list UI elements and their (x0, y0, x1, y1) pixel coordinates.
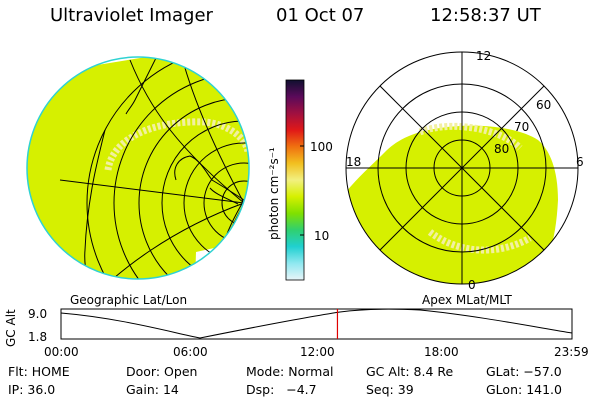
timeline-xtick: 06:00 (173, 345, 208, 359)
timeline-xtick: 23:59 (554, 345, 589, 359)
orbit-timeline (60, 308, 573, 340)
observation-date: 01 Oct 07 (276, 5, 365, 26)
colorbar-label-100: 100 (310, 140, 333, 154)
altitude-curve (60, 308, 573, 339)
timeline-ytick-bottom: 1.8 (28, 330, 48, 344)
auroral-oval-band (104, 118, 249, 171)
timeline-xtick: 12:00 (300, 345, 335, 359)
gain-status: Gain: 14 (126, 382, 179, 397)
mlt-label-18: 18 (346, 155, 361, 169)
apex-caption: Apex MLat/MLT (422, 293, 512, 307)
timeline-axis-title: GC Alt (4, 309, 18, 347)
auroral-oval-band (427, 229, 532, 254)
mode-status: Mode: Normal (246, 364, 334, 379)
mlt-label-0: 0 (468, 278, 476, 292)
colorbar-unit-label: photon cm⁻²s⁻¹ (267, 147, 281, 240)
glat-status: GLat: −57.0 (486, 364, 562, 379)
apex-polar-plot: 12 18 6 0 60 70 80 (345, 49, 584, 292)
dsp-status: Dsp: −4.7 (246, 382, 317, 397)
mlat-label-70: 70 (514, 120, 529, 134)
door-status: Door: Open (126, 364, 198, 379)
filter-status: Flt: HOME (8, 364, 70, 379)
mlat-label-80: 80 (494, 142, 509, 156)
seq-status: Seq: 39 (366, 382, 414, 397)
colorbar-label-10: 10 (314, 229, 329, 243)
ip-status: IP: 36.0 (8, 382, 56, 397)
observation-time: 12:58:37 UT (430, 5, 541, 26)
timeline-xtick: 00:00 (44, 345, 79, 359)
aurora-image-fill (346, 125, 558, 284)
mlt-label-6: 6 (576, 155, 584, 169)
colorbar: 100 10 photon cm⁻²s⁻¹ (267, 79, 333, 281)
timeline-xtick: 18:00 (424, 345, 459, 359)
gc-alt-status: GC Alt: 8.4 Re (366, 364, 454, 379)
mlt-spokes (346, 52, 578, 284)
timeline-frame (60, 308, 573, 340)
mlt-label-12: 12 (476, 49, 491, 63)
colorbar-gradient (285, 79, 305, 281)
timeline-ytick-top: 9.0 (28, 307, 48, 321)
earth-limb (26, 56, 250, 280)
geographic-caption: Geographic Lat/Lon (70, 293, 188, 307)
instrument-title: Ultraviolet Imager (50, 5, 213, 26)
mlat-label-60: 60 (536, 98, 551, 112)
aurora-image-fill (27, 57, 249, 279)
glon-status: GLon: 141.0 (486, 382, 562, 397)
auroral-oval-band (418, 122, 523, 151)
geographic-image (26, 56, 250, 280)
